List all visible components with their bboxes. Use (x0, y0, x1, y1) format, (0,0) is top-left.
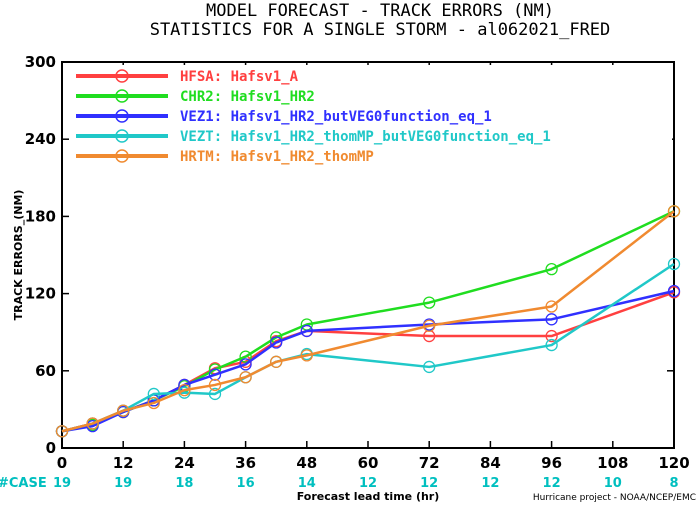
legend-label: CHR2: Hafsv1_HR2 (180, 89, 315, 105)
data-point (667, 257, 681, 271)
data-point (423, 360, 436, 374)
legend-marker (115, 149, 129, 163)
x-tick-label: 36 (235, 454, 256, 472)
x-tick-label: 48 (296, 454, 317, 472)
data-point (239, 358, 252, 371)
case-count: 19 (114, 476, 132, 491)
data-point (270, 355, 283, 368)
legend-box (72, 65, 672, 167)
chart-title: MODEL FORECAST - TRACK ERRORS (NM) (206, 1, 554, 21)
legend-marker (115, 109, 129, 123)
series-layer (55, 205, 681, 438)
legend-marker (115, 129, 129, 143)
data-point (208, 368, 222, 381)
x-tick-label: 108 (597, 454, 628, 472)
data-point (423, 319, 436, 332)
y-axis: 0 60 120 180 240 300 (25, 53, 674, 457)
x-tick-label: 84 (480, 454, 501, 472)
case-count: 18 (175, 476, 193, 491)
y-tick-label: 300 (25, 53, 56, 71)
case-count: 8 (669, 476, 678, 491)
legend-label: VEZ1: Hafsv1_HR2_butVEG0function_eq_1 (180, 109, 492, 125)
x-tick-label: 96 (541, 454, 562, 472)
data-point (667, 284, 681, 298)
y-tick-label: 240 (25, 130, 56, 148)
series-line-chr2 (61, 210, 675, 433)
data-point (117, 404, 130, 417)
y-axis-label: TRACK ERRORS_(NM) (12, 190, 25, 321)
case-label: #CASE (0, 476, 47, 491)
data-point (545, 300, 558, 313)
chart-subtitle: STATISTICS FOR A SINGLE STORM - al062021… (150, 20, 611, 40)
data-point (545, 263, 558, 276)
x-tick-label: 60 (358, 454, 379, 472)
legend: HFSA: Hafsv1_A CHR2: Hafsv1_HR2 VEZ1: Hafs… (72, 65, 672, 167)
data-point (545, 329, 558, 343)
case-count: 16 (237, 476, 255, 491)
x-tick-label: 0 (57, 454, 67, 472)
case-count: 12 (359, 476, 377, 491)
data-point (300, 349, 313, 362)
data-point (300, 324, 313, 338)
x-tick-label: 120 (658, 454, 689, 472)
legend-label: VEZT: Hafsv1_HR2_thomMP_butVEG0function_… (180, 129, 551, 145)
y-tick-label: 120 (25, 285, 56, 303)
data-point (86, 417, 99, 430)
case-count: 12 (420, 476, 438, 491)
legend-label: HFSA: Hafsv1_A (180, 69, 299, 85)
data-point (147, 387, 160, 401)
data-point (147, 396, 160, 410)
data-point (239, 350, 252, 363)
data-point (545, 313, 558, 326)
case-count: 14 (298, 476, 316, 491)
case-count: 12 (543, 476, 561, 491)
y-tick-label: 180 (25, 207, 56, 225)
x-tick-label: 72 (419, 454, 440, 472)
y-tick-label: 0 (46, 439, 56, 457)
case-count: 12 (481, 476, 499, 491)
case-count: 10 (604, 476, 622, 491)
data-point (208, 378, 222, 392)
credit-text: Hurricane project - NOAA/NCEP/EMC (533, 493, 696, 503)
data-point (270, 336, 283, 349)
x-axis: 0 12 24 36 48 60 72 84 96 108 120 (57, 62, 690, 472)
data-point (423, 296, 436, 309)
data-point (178, 383, 191, 397)
case-counts: 19 19 18 16 14 12 12 12 12 10 8 (53, 476, 679, 491)
legend-marker (115, 69, 129, 83)
x-tick-label: 12 (113, 454, 134, 472)
legend-marker (115, 89, 129, 103)
y-tick-label: 60 (35, 362, 56, 380)
data-point (55, 425, 69, 438)
legend-label: HRTM: Hafsv1_HR2_thomMP (180, 149, 374, 165)
x-axis-label: Forecast lead time (hr) (297, 490, 440, 503)
case-count: 19 (53, 476, 71, 491)
data-point (667, 205, 681, 218)
series-line-hrtm (61, 210, 675, 433)
data-point (545, 338, 558, 352)
data-point (239, 371, 252, 384)
data-point (208, 387, 222, 401)
x-tick-label: 24 (174, 454, 195, 472)
